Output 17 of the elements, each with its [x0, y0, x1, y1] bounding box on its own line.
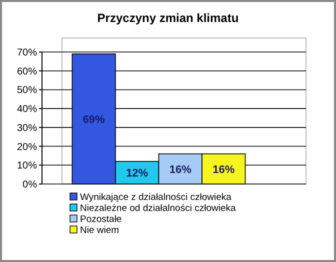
- y-tick-label: 50%: [16, 85, 38, 96]
- y-tick-label: 20%: [16, 142, 38, 153]
- y-tick-label: 30%: [16, 122, 38, 134]
- data-label: 16%: [212, 164, 235, 176]
- legend-label: Pozostałe: [80, 214, 122, 225]
- y-tick-label: 10%: [16, 160, 38, 172]
- data-label: 69%: [82, 114, 106, 126]
- legend-label: Wynikające z działalności człowieka: [80, 192, 232, 203]
- y-tick-label: 60%: [16, 66, 38, 78]
- data-label: 16%: [169, 164, 192, 176]
- data-label: 12%: [126, 168, 148, 180]
- legend-label: Niezależne od działalności człowieka: [80, 203, 236, 214]
- y-tick-label: 0%: [22, 180, 38, 190]
- chart-title: Przyczyny zmian klimatu: [97, 11, 239, 25]
- y-tick-label: 70%: [16, 48, 38, 58]
- y-tick-label: 40%: [16, 104, 38, 116]
- legend-label: Nie wiem: [80, 225, 120, 236]
